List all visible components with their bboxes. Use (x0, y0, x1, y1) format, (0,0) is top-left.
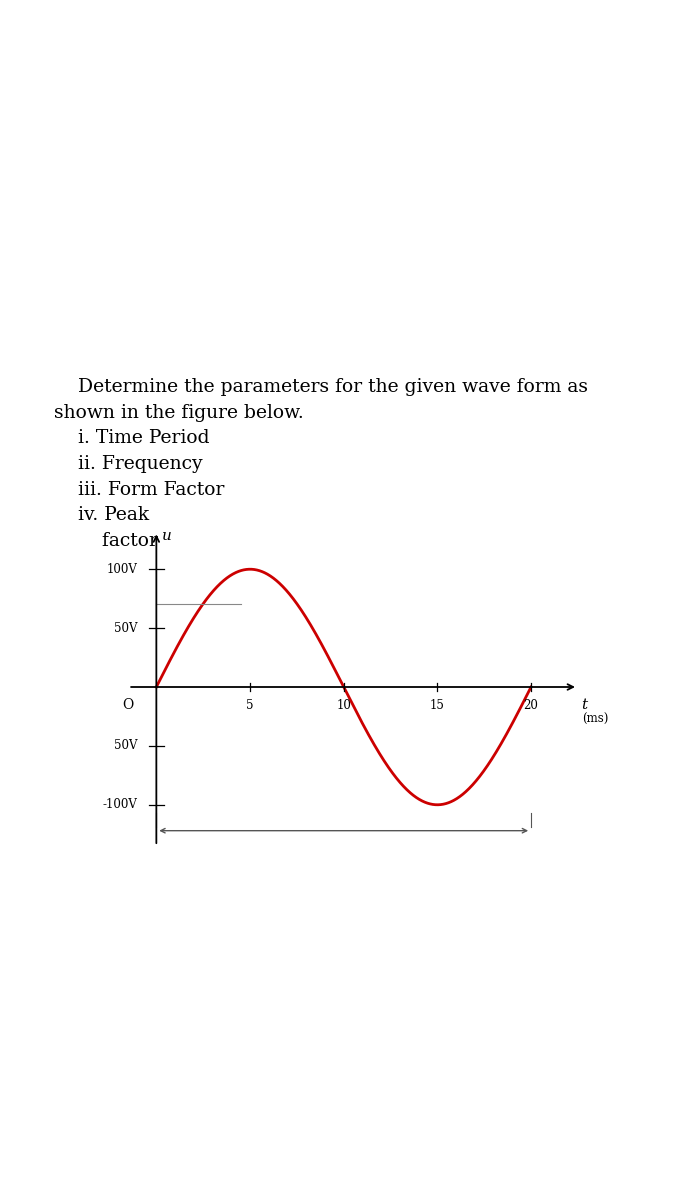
Text: 15: 15 (430, 698, 445, 712)
Text: Determine the parameters for the given wave form as
shown in the figure below.
 : Determine the parameters for the given w… (54, 378, 588, 550)
Text: t: t (582, 697, 588, 712)
Text: (ms): (ms) (582, 713, 608, 726)
Text: 5: 5 (246, 698, 254, 712)
Text: -100V: -100V (103, 798, 138, 811)
Text: O: O (123, 697, 134, 712)
Text: 10: 10 (336, 698, 351, 712)
Text: 100V: 100V (107, 563, 138, 576)
Text: 50V: 50V (114, 739, 138, 752)
Text: 20: 20 (524, 698, 539, 712)
Text: u: u (162, 529, 172, 544)
Text: 50V: 50V (114, 622, 138, 635)
